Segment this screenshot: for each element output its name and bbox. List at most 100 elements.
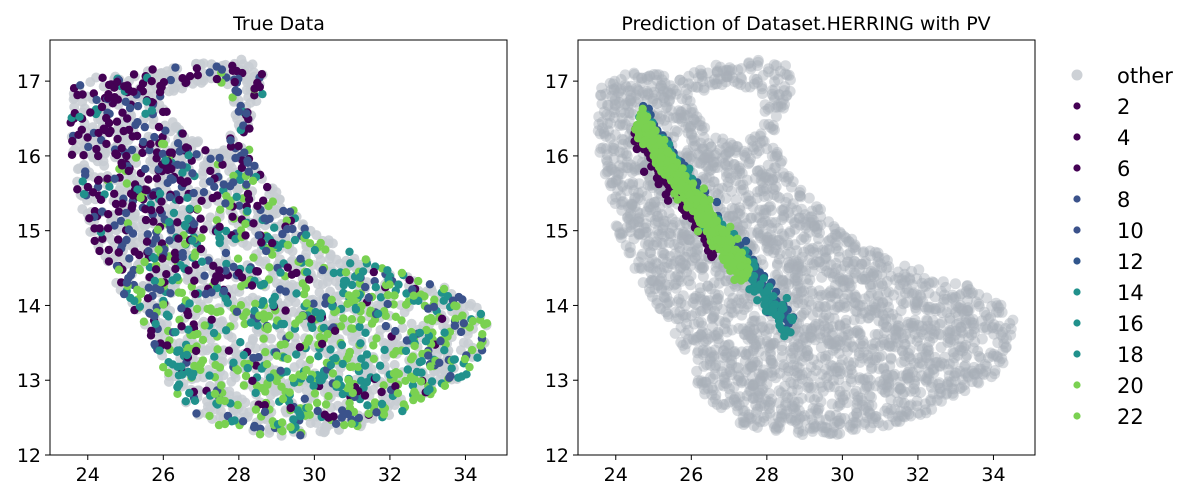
other-point bbox=[331, 276, 341, 287]
class-point bbox=[142, 186, 151, 195]
class-point bbox=[391, 312, 400, 321]
class-point bbox=[321, 245, 330, 254]
other-point bbox=[266, 333, 277, 344]
class-point bbox=[265, 373, 275, 382]
class-point bbox=[177, 370, 187, 379]
other-point bbox=[669, 248, 681, 260]
x-tick-label: 26 bbox=[151, 464, 175, 486]
class-point bbox=[408, 374, 418, 384]
other-point bbox=[965, 287, 977, 299]
class-point bbox=[165, 236, 174, 245]
other-point bbox=[968, 323, 980, 335]
class-point bbox=[206, 154, 215, 163]
class-point bbox=[174, 234, 183, 243]
class-point bbox=[262, 360, 272, 369]
other-point bbox=[911, 395, 923, 407]
class-point bbox=[286, 403, 295, 413]
class-point bbox=[327, 295, 336, 304]
class-point bbox=[301, 284, 311, 293]
class-point bbox=[211, 360, 220, 370]
class-point bbox=[249, 423, 259, 432]
class-point bbox=[205, 411, 214, 421]
class-point bbox=[257, 238, 266, 247]
class-point bbox=[401, 346, 411, 356]
class-point bbox=[130, 296, 139, 306]
class-point bbox=[228, 212, 237, 221]
class-point bbox=[280, 340, 289, 349]
class-point bbox=[243, 206, 252, 216]
class-point bbox=[192, 150, 201, 159]
class-point bbox=[362, 350, 372, 359]
class-point bbox=[249, 219, 258, 228]
class-point bbox=[207, 315, 216, 324]
class-point bbox=[235, 201, 244, 210]
class-point bbox=[347, 419, 356, 428]
class-point bbox=[114, 207, 124, 216]
class-point bbox=[447, 364, 456, 373]
class-point bbox=[372, 408, 381, 417]
other-point bbox=[756, 83, 768, 95]
other-point bbox=[771, 190, 783, 202]
class-point bbox=[98, 73, 107, 83]
class-point bbox=[398, 406, 407, 416]
other-point bbox=[274, 194, 285, 205]
class-point bbox=[133, 285, 142, 294]
class-point bbox=[283, 354, 292, 364]
class-point bbox=[143, 230, 152, 239]
class-point bbox=[85, 214, 94, 223]
class-point bbox=[111, 199, 121, 209]
class-point bbox=[239, 381, 249, 390]
class-point bbox=[292, 268, 301, 278]
class-point bbox=[139, 317, 149, 326]
class-point bbox=[331, 354, 340, 363]
other-point bbox=[196, 77, 207, 88]
class-point bbox=[156, 81, 165, 91]
class-point bbox=[190, 396, 200, 405]
other-point bbox=[796, 392, 808, 404]
class-point bbox=[343, 409, 352, 419]
class-point bbox=[92, 95, 101, 105]
class-point bbox=[295, 409, 304, 418]
other-point bbox=[193, 136, 204, 147]
class-point bbox=[372, 334, 381, 343]
class-point bbox=[103, 174, 112, 183]
class-point bbox=[104, 245, 114, 255]
class-point bbox=[286, 423, 295, 432]
class-point bbox=[376, 293, 386, 302]
class-point bbox=[96, 195, 106, 204]
other-point bbox=[325, 250, 336, 261]
class-point bbox=[220, 419, 230, 429]
other-point bbox=[658, 70, 670, 82]
class-point bbox=[410, 341, 419, 351]
class-point bbox=[307, 315, 316, 324]
class-point bbox=[226, 136, 235, 145]
class-point bbox=[308, 323, 317, 333]
class-point bbox=[233, 400, 242, 410]
class-point bbox=[168, 175, 177, 184]
class-point bbox=[121, 97, 130, 107]
class-point bbox=[165, 148, 175, 157]
class-point bbox=[122, 179, 132, 188]
class-point bbox=[248, 176, 258, 185]
class-point bbox=[154, 245, 163, 254]
class-point bbox=[283, 240, 293, 250]
other-point bbox=[767, 123, 779, 135]
class-point bbox=[215, 234, 225, 243]
class-point bbox=[255, 311, 264, 320]
other-point bbox=[85, 77, 96, 88]
class-point bbox=[302, 268, 312, 277]
class-point bbox=[141, 215, 151, 225]
class-point bbox=[86, 108, 95, 117]
class-point bbox=[269, 301, 278, 310]
prediction-panel: Prediction of Dataset.HERRING with PV 24… bbox=[545, 13, 1036, 486]
other-point bbox=[859, 273, 871, 285]
class-point bbox=[217, 381, 226, 390]
other-point bbox=[751, 165, 763, 177]
other-point bbox=[721, 160, 733, 172]
class-point bbox=[458, 311, 467, 320]
other-point bbox=[685, 279, 697, 291]
class-point bbox=[226, 142, 236, 151]
class-point bbox=[409, 395, 418, 405]
class-point bbox=[228, 66, 238, 76]
class-point bbox=[221, 326, 231, 335]
